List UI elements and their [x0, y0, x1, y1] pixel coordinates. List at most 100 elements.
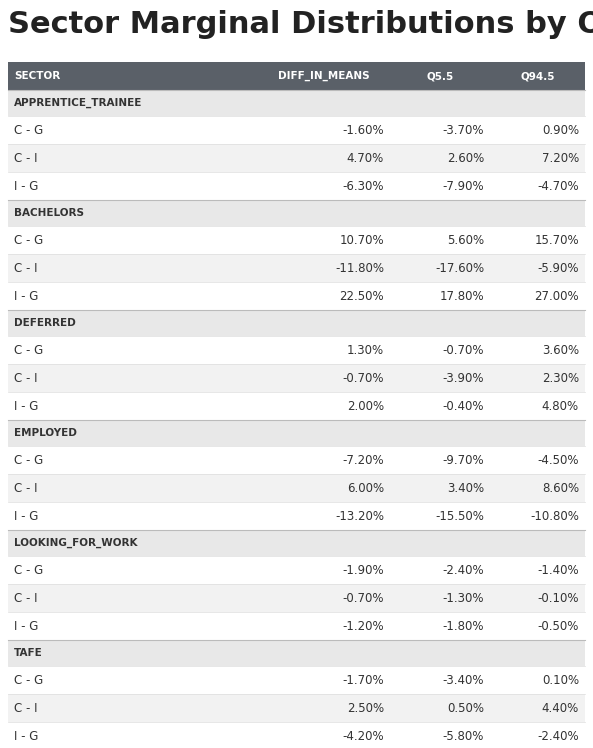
- Text: -1.30%: -1.30%: [442, 592, 484, 604]
- Text: -0.10%: -0.10%: [537, 592, 579, 604]
- Text: 8.60%: 8.60%: [542, 482, 579, 494]
- Bar: [8, 420, 585, 446]
- Text: -15.50%: -15.50%: [435, 509, 484, 523]
- Text: LOOKING_FOR_WORK: LOOKING_FOR_WORK: [14, 538, 138, 548]
- Bar: [8, 666, 585, 694]
- Text: APPRENTICE_TRAINEE: APPRENTICE_TRAINEE: [14, 98, 142, 108]
- Text: -13.20%: -13.20%: [335, 509, 384, 523]
- Text: -7.20%: -7.20%: [342, 453, 384, 467]
- Bar: [8, 694, 585, 722]
- Text: C - I: C - I: [14, 702, 37, 714]
- Text: I - G: I - G: [14, 509, 39, 523]
- Text: -0.70%: -0.70%: [343, 372, 384, 384]
- Text: -4.20%: -4.20%: [342, 729, 384, 743]
- Text: -1.60%: -1.60%: [342, 123, 384, 136]
- Text: TAFE: TAFE: [14, 648, 43, 658]
- Bar: [8, 364, 585, 392]
- Text: -0.70%: -0.70%: [343, 592, 384, 604]
- Text: 1.30%: 1.30%: [347, 343, 384, 357]
- Text: 2.50%: 2.50%: [347, 702, 384, 714]
- Text: -4.50%: -4.50%: [537, 453, 579, 467]
- Text: -9.70%: -9.70%: [442, 453, 484, 467]
- Bar: [8, 446, 585, 474]
- Text: -10.80%: -10.80%: [530, 509, 579, 523]
- Bar: [8, 282, 585, 310]
- Text: 27.00%: 27.00%: [534, 289, 579, 302]
- Bar: [8, 144, 585, 172]
- Text: C - I: C - I: [14, 372, 37, 384]
- Bar: [8, 90, 585, 116]
- Text: C - I: C - I: [14, 482, 37, 494]
- Text: -5.80%: -5.80%: [442, 729, 484, 743]
- Text: -4.70%: -4.70%: [537, 180, 579, 192]
- Bar: [8, 62, 585, 90]
- Text: 22.50%: 22.50%: [339, 289, 384, 302]
- Text: I - G: I - G: [14, 399, 39, 412]
- Bar: [8, 392, 585, 420]
- Text: C - G: C - G: [14, 563, 43, 577]
- Bar: [8, 254, 585, 282]
- Text: -1.70%: -1.70%: [342, 673, 384, 687]
- Text: 4.70%: 4.70%: [347, 152, 384, 165]
- Text: -5.90%: -5.90%: [537, 262, 579, 275]
- Text: 0.50%: 0.50%: [447, 702, 484, 714]
- Bar: [8, 584, 585, 612]
- Text: 6.00%: 6.00%: [347, 482, 384, 494]
- Bar: [8, 612, 585, 640]
- Text: I - G: I - G: [14, 729, 39, 743]
- Text: Q5.5: Q5.5: [426, 71, 454, 81]
- Text: Sector Marginal Distributions by Outcome: Sector Marginal Distributions by Outcome: [8, 10, 593, 39]
- Text: I - G: I - G: [14, 619, 39, 633]
- Text: C - G: C - G: [14, 123, 43, 136]
- Text: -0.40%: -0.40%: [442, 399, 484, 412]
- Text: C - I: C - I: [14, 592, 37, 604]
- Text: 3.40%: 3.40%: [447, 482, 484, 494]
- Text: I - G: I - G: [14, 289, 39, 302]
- Text: DEFERRED: DEFERRED: [14, 318, 76, 328]
- Text: SECTOR: SECTOR: [14, 71, 60, 81]
- Text: -7.90%: -7.90%: [442, 180, 484, 192]
- Bar: [8, 336, 585, 364]
- Text: -6.30%: -6.30%: [343, 180, 384, 192]
- Text: 0.90%: 0.90%: [542, 123, 579, 136]
- Text: 4.80%: 4.80%: [542, 399, 579, 412]
- Text: 17.80%: 17.80%: [439, 289, 484, 302]
- Text: Q94.5: Q94.5: [520, 71, 554, 81]
- Text: 7.20%: 7.20%: [542, 152, 579, 165]
- Bar: [8, 556, 585, 584]
- Text: I - G: I - G: [14, 180, 39, 192]
- Text: 2.30%: 2.30%: [542, 372, 579, 384]
- Text: C - G: C - G: [14, 233, 43, 247]
- Text: -1.40%: -1.40%: [537, 563, 579, 577]
- Text: 0.10%: 0.10%: [542, 673, 579, 687]
- Text: -1.20%: -1.20%: [342, 619, 384, 633]
- Bar: [8, 226, 585, 254]
- Text: -3.40%: -3.40%: [442, 673, 484, 687]
- Text: DIFF_IN_MEANS: DIFF_IN_MEANS: [278, 71, 370, 81]
- Bar: [8, 640, 585, 666]
- Bar: [8, 530, 585, 556]
- Bar: [8, 200, 585, 226]
- Text: 15.70%: 15.70%: [534, 233, 579, 247]
- Text: 3.60%: 3.60%: [542, 343, 579, 357]
- Text: C - G: C - G: [14, 343, 43, 357]
- Bar: [8, 502, 585, 530]
- Bar: [8, 722, 585, 748]
- Text: BACHELORS: BACHELORS: [14, 208, 84, 218]
- Text: EMPLOYED: EMPLOYED: [14, 428, 77, 438]
- Text: -11.80%: -11.80%: [335, 262, 384, 275]
- Text: -17.60%: -17.60%: [435, 262, 484, 275]
- Bar: [8, 172, 585, 200]
- Text: -3.70%: -3.70%: [442, 123, 484, 136]
- Bar: [8, 310, 585, 336]
- Text: -1.90%: -1.90%: [342, 563, 384, 577]
- Text: 10.70%: 10.70%: [339, 233, 384, 247]
- Text: 2.00%: 2.00%: [347, 399, 384, 412]
- Text: C - I: C - I: [14, 152, 37, 165]
- Text: -0.70%: -0.70%: [442, 343, 484, 357]
- Text: -1.80%: -1.80%: [442, 619, 484, 633]
- Text: C - G: C - G: [14, 453, 43, 467]
- Text: 5.60%: 5.60%: [447, 233, 484, 247]
- Text: C - I: C - I: [14, 262, 37, 275]
- Text: -2.40%: -2.40%: [442, 563, 484, 577]
